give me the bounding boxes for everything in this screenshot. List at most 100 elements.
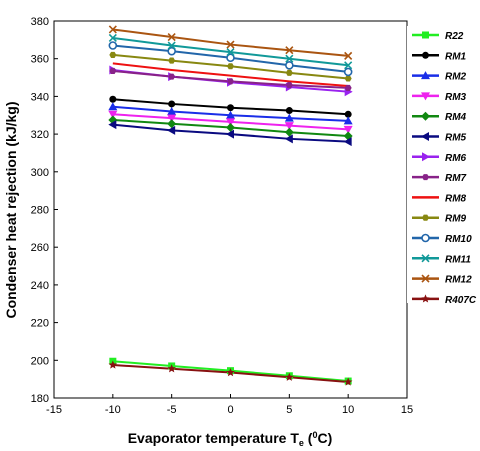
x-tick-label: 5 bbox=[286, 404, 292, 416]
legend: R22 RM1 RM2 RM3 RM4 RM5 RM6 RM7 RM8 RM9 RM10 RM11 RM… bbox=[407, 26, 479, 306]
data-point-rm1 bbox=[227, 104, 234, 112]
legend-swatch-marker bbox=[421, 111, 430, 121]
y-tick-label: 320 bbox=[31, 129, 49, 141]
data-point-rm12 bbox=[108, 25, 117, 34]
x-axis-title-close: C) bbox=[317, 430, 332, 446]
x-tick-label: 10 bbox=[342, 404, 354, 416]
data-point-rm3 bbox=[226, 118, 235, 127]
data-point-rm12 bbox=[167, 32, 176, 42]
legend-swatch-marker bbox=[421, 274, 430, 283]
legend-label: RM2 bbox=[445, 72, 467, 83]
legend-label: RM7 bbox=[445, 173, 467, 184]
data-point-rm10 bbox=[167, 46, 176, 56]
legend-item-rm6: RM6 bbox=[412, 152, 467, 164]
data-point-r407c bbox=[167, 364, 176, 373]
legend-label: RM12 bbox=[445, 275, 472, 286]
series-line-rm8 bbox=[112, 62, 349, 88]
y-tick-label: 280 bbox=[31, 205, 49, 217]
data-point-rm2 bbox=[284, 113, 294, 122]
data-point-rm5 bbox=[226, 129, 234, 139]
data-point-rm9 bbox=[168, 57, 176, 64]
x-tick-label: -10 bbox=[105, 404, 121, 416]
legend-label: RM3 bbox=[445, 92, 467, 103]
data-point-rm3 bbox=[284, 122, 294, 131]
legend-item-rm3: RM3 bbox=[412, 92, 467, 103]
y-tick-label: 300 bbox=[31, 167, 49, 179]
y-tick-label: 360 bbox=[31, 54, 49, 66]
data-point-rm1 bbox=[285, 107, 293, 115]
legend-swatch-marker bbox=[421, 294, 430, 303]
data-point-rm9 bbox=[109, 51, 117, 58]
legend-item-rm9: RM9 bbox=[412, 214, 467, 225]
data-point-rm2 bbox=[108, 102, 118, 111]
legend-swatch-marker bbox=[421, 71, 430, 80]
data-point-rm11 bbox=[108, 33, 117, 43]
x-axis-title-open: ( bbox=[304, 430, 313, 446]
data-point-rm4 bbox=[284, 127, 294, 137]
data-point-rm7 bbox=[109, 67, 117, 74]
data-point-rm10 bbox=[226, 53, 235, 63]
data-point-rm12 bbox=[344, 51, 353, 60]
y-axis-title: Condenser heat rejection (kJ/kg) bbox=[3, 101, 19, 318]
legend-item-r22: R22 bbox=[412, 31, 464, 42]
data-point-rm5 bbox=[284, 134, 293, 144]
data-point-rm3 bbox=[167, 114, 177, 123]
legend-box bbox=[407, 26, 479, 303]
legend-label: RM6 bbox=[445, 153, 467, 164]
legend-swatch-marker bbox=[421, 132, 429, 141]
legend-swatch-marker bbox=[422, 152, 430, 162]
legend-swatch-marker bbox=[422, 174, 429, 181]
x-tick-label: -5 bbox=[167, 404, 177, 416]
data-point-rm2 bbox=[343, 116, 353, 125]
data-point-rm9 bbox=[344, 75, 352, 82]
x-axis-title: Evaporator temperature Te (0C) bbox=[128, 430, 333, 448]
data-point-rm11 bbox=[285, 54, 294, 63]
data-point-rm5 bbox=[343, 137, 352, 147]
data-point-rm5 bbox=[167, 125, 176, 135]
legend-label: R22 bbox=[445, 31, 464, 42]
data-point-rm10 bbox=[343, 67, 353, 77]
legend-item-rm8: RM8 bbox=[412, 193, 467, 204]
x-axis-title-main: Evaporator temperature T bbox=[128, 430, 300, 446]
data-point-rm7 bbox=[344, 84, 352, 91]
legend-item-rm4: RM4 bbox=[412, 111, 467, 123]
legend-items: R22 RM1 RM2 RM3 RM4 RM5 RM6 RM7 RM8 RM9 RM10 RM11 RM… bbox=[412, 31, 477, 306]
legend-item-rm12: RM12 bbox=[412, 274, 472, 286]
x-tick-label: 15 bbox=[401, 404, 413, 416]
legend-swatch-marker bbox=[421, 254, 430, 263]
data-point-rm12 bbox=[226, 40, 235, 49]
data-point-rm10 bbox=[285, 60, 294, 70]
legend-label: RM5 bbox=[445, 133, 467, 144]
y-tick-label: 380 bbox=[31, 16, 49, 28]
y-tick-label: 200 bbox=[31, 355, 49, 367]
legend-swatch-marker bbox=[422, 31, 429, 39]
data-point-rm3 bbox=[108, 110, 118, 119]
legend-item-r407c: R407C bbox=[412, 294, 477, 306]
y-tick-label: 340 bbox=[31, 91, 49, 103]
data-point-rm2 bbox=[226, 110, 235, 119]
legend-swatch-marker bbox=[421, 233, 430, 243]
data-point-rm4 bbox=[167, 119, 177, 129]
data-point-rm1 bbox=[168, 100, 176, 108]
y-tick-label: 180 bbox=[31, 393, 49, 405]
legend-item-rm2: RM2 bbox=[412, 71, 467, 83]
data-point-rm2 bbox=[167, 106, 177, 115]
legend-swatch-marker bbox=[421, 92, 430, 101]
data-point-r407c bbox=[285, 372, 294, 381]
legend-item-rm7: RM7 bbox=[412, 173, 467, 184]
legend-label: RM9 bbox=[445, 214, 467, 225]
data-point-rm7 bbox=[227, 78, 234, 85]
data-point-rm7 bbox=[168, 73, 176, 80]
data-point-r407c bbox=[343, 377, 353, 386]
data-point-rm7 bbox=[285, 82, 293, 89]
data-point-rm9 bbox=[227, 63, 234, 70]
y-tick-label: 220 bbox=[31, 318, 49, 330]
plot-frame bbox=[53, 20, 408, 399]
x-tick-label: 0 bbox=[227, 404, 233, 416]
y-tick-label: 260 bbox=[31, 242, 49, 254]
x-axis-title-subscript: e bbox=[299, 438, 304, 448]
data-point-rm11 bbox=[167, 41, 176, 50]
x-axis-title-superscript: 0 bbox=[312, 430, 317, 440]
data-point-r407c bbox=[226, 368, 235, 377]
